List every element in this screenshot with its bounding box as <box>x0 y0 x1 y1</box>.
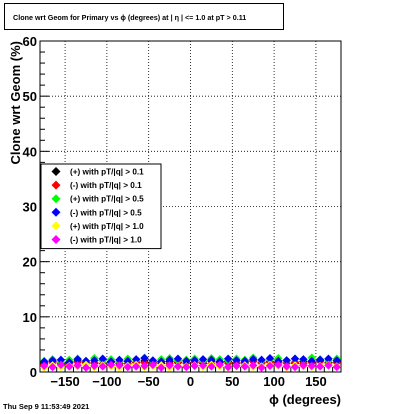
legend-marker <box>51 180 61 190</box>
legend-marker <box>51 194 61 204</box>
x-tick-label: 50 <box>225 374 239 389</box>
data-point <box>48 362 57 372</box>
data-point <box>157 363 166 372</box>
y-tick-label: 0 <box>30 365 37 380</box>
data-point <box>198 361 208 370</box>
data-point <box>123 356 132 366</box>
data-point <box>182 362 191 372</box>
data-point <box>324 354 333 363</box>
data-point <box>299 355 308 364</box>
data-point <box>290 354 300 363</box>
data-point <box>332 356 342 365</box>
data-point <box>249 361 258 370</box>
data-point <box>106 360 116 370</box>
data-point <box>131 362 141 371</box>
data-point <box>290 362 300 372</box>
data-point <box>48 356 57 365</box>
data-point <box>73 361 82 370</box>
data-point <box>240 356 250 366</box>
y-axis-label: Clone wrt Geom (%) <box>8 41 23 165</box>
data-point <box>148 360 158 370</box>
data-point <box>182 356 191 366</box>
legend-label: (-) with pT/|q| > 1.0 <box>70 236 142 245</box>
data-point <box>115 355 124 365</box>
y-tick-label: 10 <box>23 310 37 325</box>
data-point <box>165 355 174 365</box>
data-point <box>315 362 325 371</box>
x-tick-label: 150 <box>305 374 327 389</box>
legend-label: (-) with pT/|q| > 0.1 <box>70 181 142 190</box>
data-point <box>207 362 216 371</box>
data-point <box>324 361 333 370</box>
data-point <box>315 355 325 365</box>
data-point <box>173 362 183 371</box>
data-point <box>56 360 66 370</box>
data-point <box>232 361 241 371</box>
data-point <box>65 362 74 371</box>
data-point <box>249 355 258 364</box>
data-point <box>232 356 241 365</box>
data-point <box>81 363 91 372</box>
data-point <box>240 362 250 371</box>
data-point <box>173 354 183 363</box>
chart-title: Clone wrt Geom for Primary vs ϕ (degrees… <box>13 13 247 22</box>
data-point <box>56 355 66 365</box>
legend-marker <box>51 167 61 176</box>
data-point <box>98 362 107 371</box>
x-tick-label: −100 <box>92 374 121 389</box>
data-point <box>299 361 308 370</box>
x-tick-label: 0 <box>187 374 194 389</box>
data-point <box>140 354 149 363</box>
data-point <box>39 361 49 371</box>
y-tick-label: 40 <box>23 144 37 159</box>
data-point <box>223 362 233 372</box>
x-tick-label: −150 <box>50 374 79 389</box>
chart-title-box: Clone wrt Geom for Primary vs ϕ (degrees… <box>4 3 284 30</box>
data-point <box>39 357 49 366</box>
y-tick-label: 20 <box>23 255 37 270</box>
legend-label: (-) with pT/|q| > 0.5 <box>70 208 142 217</box>
data-point <box>165 361 174 370</box>
data-point <box>131 355 141 364</box>
x-tick-label: 100 <box>263 374 285 389</box>
x-axis-label: ϕ (degrees) <box>269 392 341 407</box>
data-point <box>140 361 149 371</box>
data-point <box>307 356 316 366</box>
legend-label: (+) with pT/|q| > 0.1 <box>70 168 144 177</box>
data-point <box>90 361 99 371</box>
data-point <box>215 360 224 370</box>
data-point <box>207 355 216 365</box>
data-point <box>274 360 283 370</box>
data-point <box>265 354 275 363</box>
data-point <box>282 356 291 365</box>
y-tick-label: 50 <box>23 89 37 104</box>
data-point <box>223 354 233 363</box>
x-tick-label: −50 <box>138 374 160 389</box>
data-point <box>265 361 275 371</box>
data-point <box>282 362 291 371</box>
y-tick-label: 60 <box>23 34 37 49</box>
data-point <box>98 354 107 363</box>
data-point <box>148 356 158 365</box>
data-point <box>190 356 199 365</box>
legend-label: (+) with pT/|q| > 1.0 <box>70 222 144 231</box>
data-point <box>198 355 208 364</box>
data-point <box>90 356 99 365</box>
legend-label: (+) with pT/|q| > 0.5 <box>70 195 144 204</box>
data-point <box>190 361 199 371</box>
data-point <box>307 361 316 371</box>
data-point <box>257 355 266 365</box>
legend-marker <box>51 235 61 244</box>
timestamp: Thu Sep 9 11:53:49 2021 <box>3 402 90 411</box>
data-point <box>257 363 266 372</box>
legend-marker <box>51 221 61 231</box>
data-point <box>332 362 342 372</box>
legend-marker <box>51 207 61 217</box>
y-tick-label: 30 <box>23 200 37 215</box>
legend-box <box>40 163 162 250</box>
data-point <box>115 361 124 370</box>
data-point <box>73 355 82 364</box>
data-point <box>123 362 132 372</box>
